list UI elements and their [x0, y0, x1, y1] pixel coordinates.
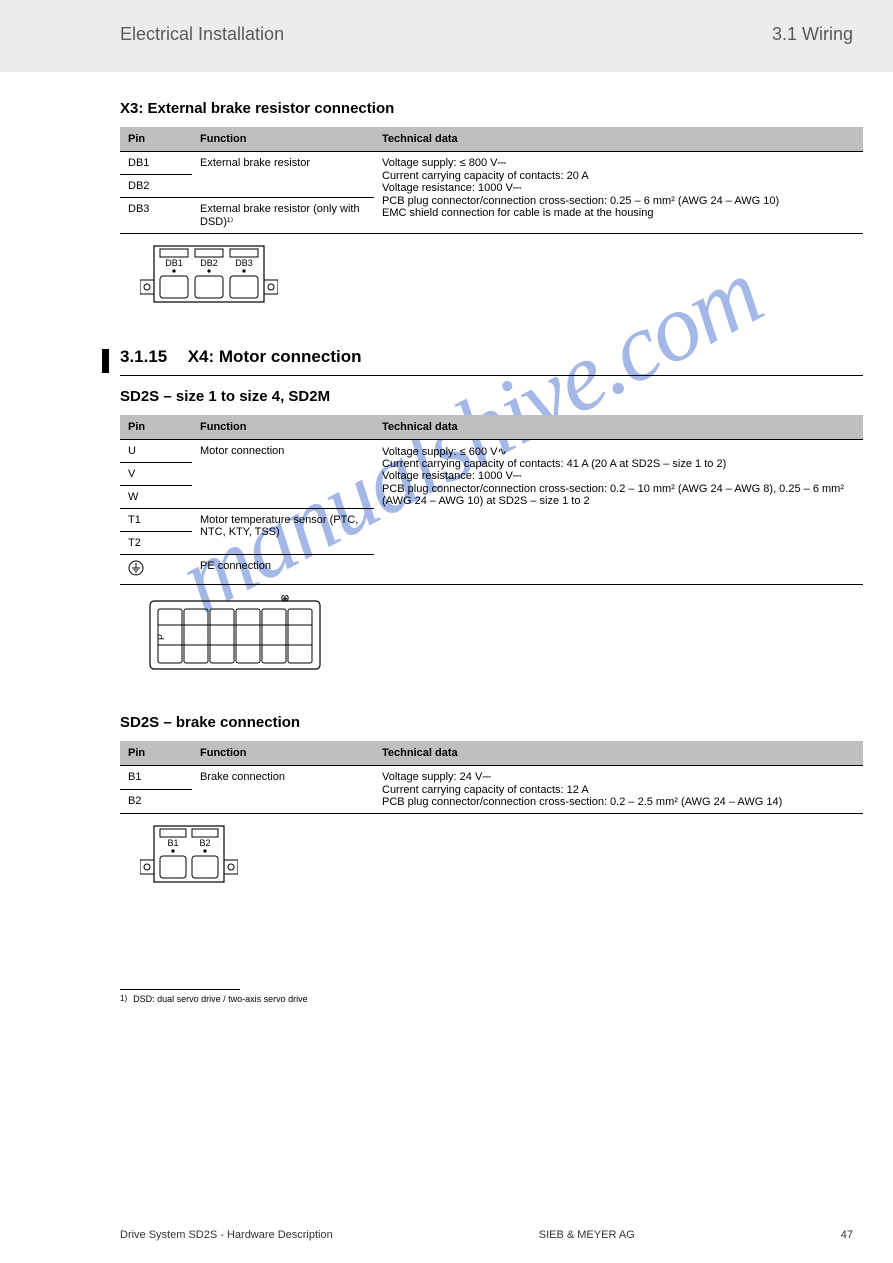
x3-connector-diagram: DB1 DB2 DB3: [140, 244, 863, 319]
table-row: B1 Brake connection Voltage supply: 24 V…: [120, 766, 863, 790]
cell-fn: External brake resistor (only with DSD)¹…: [192, 198, 374, 234]
footnote-number: 1): [120, 994, 127, 1004]
cell-tech: Voltage supply: ≤ 800 V⎓ Current carryin…: [374, 152, 863, 234]
table-row: U Motor connection Voltage supply: ≤ 600…: [120, 440, 863, 463]
col-pin: Pin: [120, 415, 192, 440]
cell-pin: V: [120, 463, 192, 486]
cell-fn: Brake connection: [192, 766, 374, 814]
tech-line: PCB plug connector/connection cross-sect…: [382, 796, 855, 808]
col-fn: Function: [192, 415, 374, 440]
footer-center: SIEB & MEYER AG: [539, 1229, 635, 1241]
footer-right: 47: [841, 1229, 853, 1241]
cell-tech: Voltage supply: 24 V⎓ Current carrying c…: [374, 766, 863, 814]
cell-pin: DB2: [120, 175, 192, 198]
cell-tech: Voltage supply: ≤ 600 V∿ Current carryin…: [374, 440, 863, 585]
cell-pin: U: [120, 440, 192, 463]
x3-caption: X3: External brake resistor connection: [120, 100, 863, 117]
cell-fn: Motor temperature sensor (PTC, NTC, KTY,…: [192, 509, 374, 555]
cell-pin: [120, 555, 192, 585]
tech-line: EMC shield connection for cable is made …: [382, 207, 855, 219]
cell-fn: PE connection: [192, 555, 374, 585]
tech-line: Voltage supply: 24 V⎓: [382, 771, 855, 784]
tech-line: Voltage supply: ≤ 800 V⎓: [382, 157, 855, 170]
col-tech: Technical data: [374, 741, 863, 766]
tech-line: PCB plug connector/connection cross-sect…: [382, 483, 855, 507]
brake-table: Pin Function Technical data B1 Brake con…: [120, 741, 863, 814]
x3-table: Pin Function Technical data DB1 External…: [120, 127, 863, 234]
footnote: 1) DSD: dual servo drive / two-axis serv…: [120, 994, 863, 1004]
tech-line: Voltage resistance: 1000 V⎓: [382, 182, 855, 195]
cell-pin: W: [120, 486, 192, 509]
footer-left: Drive System SD2S - Hardware Description: [120, 1229, 333, 1241]
table-row: DB1 External brake resistor Voltage supp…: [120, 152, 863, 175]
tech-line: Current carrying capacity of contacts: 2…: [382, 170, 855, 182]
tech-line: Voltage resistance: 1000 V⎓: [382, 470, 855, 483]
svg-text:P: P: [156, 634, 166, 640]
section-heading: 3.1.15 X4: Motor connection: [120, 347, 863, 376]
tech-line: Current carrying capacity of contacts: 4…: [382, 458, 855, 470]
page-footer: Drive System SD2S - Hardware Description…: [120, 1229, 853, 1241]
col-tech: Technical data: [374, 415, 863, 440]
table-header-row: Pin Function Technical data: [120, 127, 863, 152]
cell-pin: T1: [120, 509, 192, 532]
cell-pin: DB3: [120, 198, 192, 234]
brake-caption: SD2S – brake connection: [120, 714, 863, 731]
col-tech: Technical data: [374, 127, 863, 152]
tech-line: Current carrying capacity of contacts: 1…: [382, 784, 855, 796]
table-header-row: Pin Function Technical data: [120, 741, 863, 766]
svg-text:DB2: DB2: [200, 258, 218, 268]
cell-pin: B2: [120, 790, 192, 814]
page-title: Electrical Installation: [120, 24, 284, 45]
cell-fn: Motor connection: [192, 440, 374, 509]
cell-pin: T2: [120, 532, 192, 555]
col-pin: Pin: [120, 741, 192, 766]
x4-table: Pin Function Technical data U Motor conn…: [120, 415, 863, 585]
svg-text:DB3: DB3: [235, 258, 253, 268]
cell-fn: External brake resistor: [192, 152, 374, 198]
page-section-ref: 3.1 Wiring: [772, 24, 853, 45]
table-header-row: Pin Function Technical data: [120, 415, 863, 440]
svg-text:B1: B1: [167, 838, 178, 848]
col-fn: Function: [192, 741, 374, 766]
svg-text:B2: B2: [199, 838, 210, 848]
tech-line: PCB plug connector/connection cross-sect…: [382, 195, 855, 207]
col-pin: Pin: [120, 127, 192, 152]
x4-connector-diagram: P: [140, 595, 863, 686]
section-title: X4: Motor connection: [188, 347, 362, 366]
section-index-tab: [102, 349, 109, 373]
col-fn: Function: [192, 127, 374, 152]
cell-pin: DB1: [120, 152, 192, 175]
section-number: 3.1.15: [120, 347, 167, 366]
x4-caption: SD2S – size 1 to size 4, SD2M: [120, 388, 863, 405]
page-content: X3: External brake resistor connection P…: [120, 100, 863, 1004]
cell-pin: B1: [120, 766, 192, 790]
ground-icon: [128, 567, 144, 579]
svg-text:DB1: DB1: [165, 258, 183, 268]
brake-connector-diagram: B1 B2: [140, 824, 863, 899]
tech-line: Voltage supply: ≤ 600 V∿: [382, 445, 855, 458]
footnote-text: DSD: dual servo drive / two-axis servo d…: [133, 994, 308, 1004]
section-heading-row: 3.1.15 X4: Motor connection: [102, 347, 863, 376]
footnote-separator: [120, 989, 240, 990]
